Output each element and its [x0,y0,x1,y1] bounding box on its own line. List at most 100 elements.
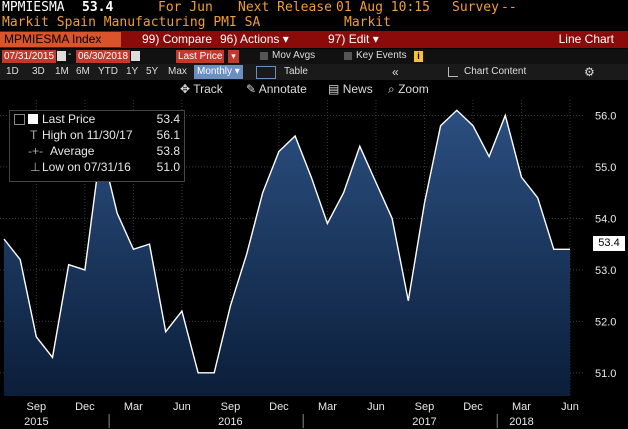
chevron-down-icon: ▾ [282,32,289,46]
legend-label: Low on 07/31/16 [42,160,131,174]
last-value: 53.4 [82,0,114,15]
range-3d[interactable]: 3D [32,66,45,77]
area-fill [4,110,570,397]
compare-label: Compare [162,32,213,46]
compare-button[interactable]: 99) Compare [142,32,213,46]
chevron-down-icon: ▾ [372,32,379,46]
security-header: MPMIESMA 53.4 For Jun Next Release 01 Au… [0,0,628,17]
range-1y[interactable]: 1Y [126,66,139,77]
x-tick-label: Jun [173,401,191,413]
for-label: For Jun [158,0,213,15]
chevron-down-icon[interactable]: ▾ [228,50,239,63]
annotate-button[interactable]: ✎ Annotate [246,81,307,97]
news-button[interactable]: ▤ News [328,81,373,97]
x-tick-label: Sep [27,401,47,413]
field-select[interactable]: Last Price [176,50,225,63]
survey-label: Survey [452,0,499,15]
actions-num: 96 [220,32,234,46]
zoom-button[interactable]: ⌕ Zoom [388,81,429,97]
series-swatch [28,114,38,124]
chart-type-label[interactable]: Line Chart [558,32,614,46]
legend-label: High on 11/30/17 [42,128,133,142]
range-6m[interactable]: 6M [76,66,90,77]
track-button[interactable]: ✥ Track [180,81,223,97]
range-1d[interactable]: 1D [6,66,19,77]
legend-low: ⊥ Low on 07/31/16 51.0 [10,160,184,175]
range-5y[interactable]: 5Y [146,66,159,77]
x-tick-label: Dec [269,401,289,413]
next-release-label: Next Release [238,0,332,15]
gear-icon[interactable]: ⚙ [584,65,595,79]
legend-label: Last Price [42,112,96,126]
zoom-label: Zoom [398,82,429,96]
x-tick-label: Mar [124,401,143,413]
line-chart[interactable]: 51.0 52.0 53.0 54.0 55.0 56.0 Sep Dec Mar Jun Sep… [0,98,628,429]
magnifier-icon: ⌕ [388,82,395,96]
news-label: News [342,82,373,96]
legend-label: Average [50,144,95,158]
compare-num: 99 [142,32,156,46]
calendar-icon[interactable] [131,51,140,61]
legend-last-price: Last Price 53.4 [10,112,184,127]
chart-legend: Last Price 53.4 T High on 11/30/17 56.1 … [9,110,185,182]
edit-button[interactable]: 97) Edit ▾ [328,32,379,46]
year-label: 2015 [24,416,48,428]
annotate-label: Annotate [258,82,307,96]
edit-num: 97 [328,32,342,46]
calendar-icon[interactable] [57,51,66,61]
x-tick-label: Jun [367,401,385,413]
actions-label: Actions [240,32,280,46]
y-tick-label: 54.0 [595,213,616,225]
year-label: 2018 [509,416,533,428]
x-tick-label: Dec [75,401,95,413]
year-label: 2017 [412,416,436,428]
legend-value: 53.4 [156,112,180,126]
chart-content-icon [448,67,458,77]
last-value-tag: 53.4 [593,236,625,251]
range-toolbar: 1D 3D 1M 6M YTD 1Y 5Y Max Monthly ▾ Tabl… [0,64,628,80]
info-icon[interactable]: i [414,51,423,62]
x-tick-label: Sep [415,401,435,413]
legend-value: 51.0 [156,160,180,174]
x-tick-label: Dec [463,401,483,413]
edit-label: Edit [348,32,370,46]
track-label: Track [193,82,223,96]
average-marker-icon: -+- [28,144,43,158]
chart-icon[interactable] [256,66,276,79]
pencil-icon: ✎ [246,82,257,96]
security-subheader: Markit Spain Manufacturing PMI SA Markit [0,15,628,31]
y-tick-label: 51.0 [595,368,616,380]
start-date-field[interactable]: 07/31/2015 [2,50,57,63]
x-tick-label: Jun [561,401,579,413]
mov-avgs-label: Mov Avgs [272,50,316,61]
period-select[interactable]: Monthly ▾ [194,65,243,79]
legend-value: 56.1 [156,128,180,142]
end-date-field[interactable]: 06/30/2018 [76,50,131,63]
collapse-icon[interactable]: « [392,65,399,79]
actions-button[interactable]: 96) Actions ▾ [220,32,289,46]
security-name: Markit Spain Manufacturing PMI SA [2,15,261,30]
y-tick-label: 56.0 [595,110,616,122]
x-tick-label: Mar [318,401,337,413]
index-label[interactable]: MPMIESMA Index [0,32,122,47]
table-button[interactable]: Table [284,66,308,77]
x-tick-label: Sep [221,401,241,413]
collapse-box-icon[interactable] [14,114,25,125]
next-release-date: 01 Aug 10:15 [336,0,430,15]
year-label: 2016 [218,416,242,428]
tools-toolbar: ✥ Track ✎ Annotate ▤ News ⌕ Zoom [0,80,628,98]
legend-average: -+- Average 53.8 [10,144,184,159]
crosshair-icon: ✥ [180,82,191,96]
range-max[interactable]: Max [168,66,187,77]
survey-value: -- [501,0,517,15]
range-ytd[interactable]: YTD [98,66,118,77]
range-1m[interactable]: 1M [55,66,69,77]
low-marker-icon: ⊥ [30,160,41,174]
key-events-label: Key Events [356,50,407,61]
source-name: Markit [344,15,391,30]
chevron-down-icon: ▾ [234,66,240,77]
y-tick-label: 53.0 [595,265,616,277]
key-events-checkbox[interactable] [344,52,352,60]
chart-content-button[interactable]: Chart Content [464,66,527,77]
mov-avgs-checkbox[interactable] [260,52,268,60]
